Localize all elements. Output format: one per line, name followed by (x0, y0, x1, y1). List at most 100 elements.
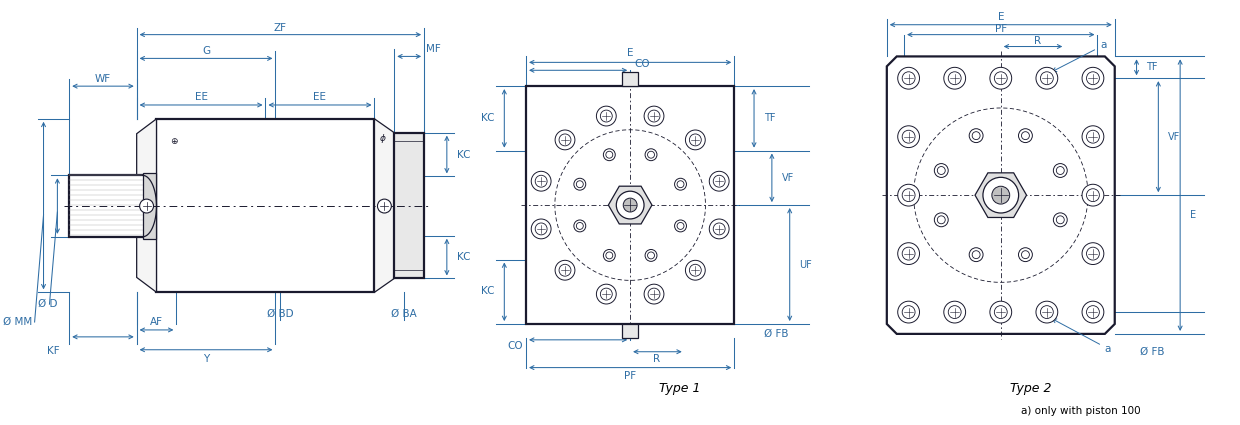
Text: AF: AF (150, 317, 162, 327)
Circle shape (1086, 306, 1100, 318)
Circle shape (983, 177, 1018, 213)
Circle shape (903, 247, 915, 260)
Text: KF: KF (47, 346, 60, 356)
Circle shape (531, 219, 551, 239)
Text: WF: WF (95, 74, 112, 84)
Circle shape (624, 198, 637, 212)
Circle shape (990, 67, 1012, 89)
Circle shape (531, 171, 551, 191)
Text: EE: EE (314, 92, 326, 102)
Circle shape (686, 261, 706, 280)
Text: Type 1: Type 1 (658, 382, 701, 395)
Circle shape (1083, 126, 1104, 147)
Circle shape (937, 216, 945, 224)
Circle shape (1056, 216, 1064, 224)
Circle shape (1035, 67, 1058, 89)
Circle shape (898, 243, 920, 264)
Text: Ø FB: Ø FB (1140, 347, 1164, 357)
Text: KC: KC (481, 286, 495, 296)
Circle shape (604, 149, 615, 161)
Text: G: G (202, 46, 210, 57)
Circle shape (937, 167, 945, 175)
Circle shape (1083, 301, 1104, 323)
Text: KC: KC (456, 252, 470, 262)
Text: TF: TF (764, 113, 775, 123)
Circle shape (689, 134, 702, 146)
Circle shape (1056, 167, 1064, 175)
Circle shape (1086, 130, 1100, 143)
Text: Type 2: Type 2 (1009, 382, 1052, 395)
Circle shape (992, 186, 1009, 204)
Circle shape (556, 130, 575, 150)
Circle shape (970, 248, 983, 262)
Circle shape (949, 72, 961, 85)
Circle shape (649, 288, 660, 300)
Circle shape (606, 252, 613, 259)
Polygon shape (887, 57, 1115, 334)
Circle shape (944, 67, 966, 89)
Circle shape (647, 252, 655, 259)
Text: VF: VF (781, 173, 794, 183)
Circle shape (898, 184, 920, 206)
Circle shape (972, 132, 980, 140)
Circle shape (1022, 132, 1029, 140)
Bar (394, 133, 424, 278)
Circle shape (536, 223, 547, 235)
Circle shape (1083, 184, 1104, 206)
Circle shape (596, 106, 616, 126)
Text: $\oplus$: $\oplus$ (170, 136, 179, 146)
Polygon shape (975, 173, 1027, 218)
Circle shape (606, 151, 613, 158)
Circle shape (675, 220, 687, 232)
Circle shape (1035, 301, 1058, 323)
Circle shape (604, 249, 615, 261)
Circle shape (675, 178, 687, 190)
Text: E: E (627, 48, 634, 59)
Circle shape (644, 284, 663, 304)
Circle shape (686, 130, 706, 150)
Circle shape (903, 306, 915, 318)
Text: R: R (1034, 36, 1042, 45)
Text: Y: Y (203, 354, 210, 364)
Circle shape (574, 220, 585, 232)
Circle shape (1018, 129, 1033, 142)
Circle shape (559, 134, 570, 146)
Text: PF: PF (994, 24, 1007, 34)
Circle shape (994, 306, 1007, 318)
Text: a: a (1053, 40, 1106, 71)
Circle shape (1040, 72, 1053, 85)
Circle shape (972, 251, 980, 259)
Text: KC: KC (481, 113, 495, 123)
Text: KC: KC (456, 150, 470, 159)
Polygon shape (609, 186, 652, 224)
Circle shape (645, 249, 657, 261)
Text: a) only with piston 100: a) only with piston 100 (1021, 406, 1141, 416)
Text: ZF: ZF (274, 23, 286, 33)
Text: Ø FB: Ø FB (764, 329, 789, 339)
Bar (156, 119, 374, 292)
Text: TF: TF (1147, 62, 1158, 72)
Text: E: E (1190, 210, 1197, 220)
Circle shape (970, 129, 983, 142)
Circle shape (1040, 306, 1053, 318)
Circle shape (536, 175, 547, 187)
Circle shape (709, 171, 729, 191)
Circle shape (645, 149, 657, 161)
Circle shape (944, 301, 966, 323)
Text: MF: MF (427, 45, 440, 54)
Circle shape (1083, 243, 1104, 264)
Circle shape (596, 284, 616, 304)
Circle shape (574, 178, 585, 190)
Text: UF: UF (800, 260, 812, 269)
Circle shape (903, 189, 915, 201)
Circle shape (644, 106, 663, 126)
Circle shape (577, 181, 583, 188)
Circle shape (898, 126, 920, 147)
Circle shape (903, 130, 915, 143)
Circle shape (1086, 247, 1100, 260)
Text: a: a (1053, 319, 1111, 354)
Polygon shape (136, 119, 156, 292)
Circle shape (689, 264, 702, 276)
Circle shape (1086, 189, 1100, 201)
Circle shape (949, 306, 961, 318)
